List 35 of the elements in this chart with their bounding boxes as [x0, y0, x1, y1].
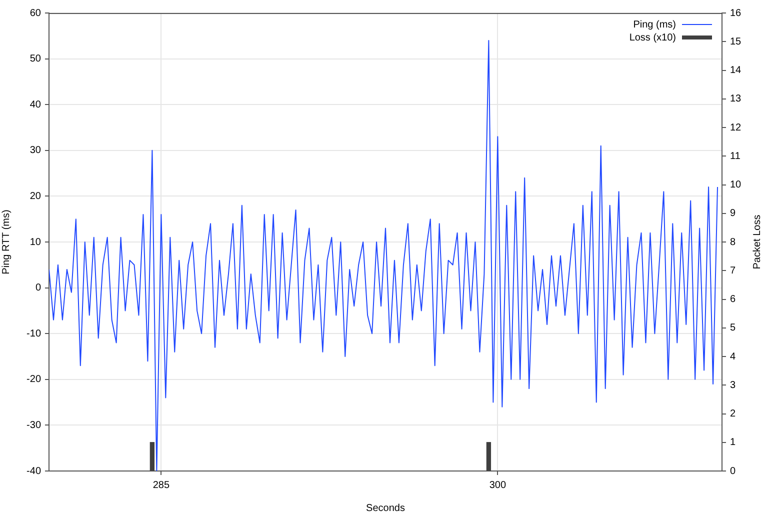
y2-tick-label: 14 [730, 65, 742, 76]
y2-tick-label: 2 [730, 408, 736, 420]
y2-tick-label: 10 [730, 180, 742, 190]
y2-tick-label: 3 [730, 380, 736, 391]
y2-tick-label: 5 [730, 322, 736, 334]
y2-tick-label: 7 [730, 265, 736, 276]
y-axis-title: Ping RTT (ms) [0, 210, 12, 274]
y2-tick-label: 8 [730, 236, 736, 248]
y-tick-label: -10 [26, 328, 42, 340]
y2-tick-label: 1 [730, 437, 736, 448]
y-tick-label: -30 [26, 420, 42, 431]
y-tick-label: 40 [30, 99, 42, 110]
y-tick-label: 0 [35, 282, 42, 294]
legend-label: Loss (x10) [629, 32, 676, 44]
y-tick-label: 10 [30, 236, 42, 248]
y2-tick-label: 11 [730, 150, 741, 162]
y-tick-label: 60 [30, 8, 42, 19]
y-tick-label: 50 [30, 54, 42, 65]
y2-tick-label: 6 [730, 294, 736, 305]
x-axis-title: Seconds [366, 502, 405, 514]
y2-tick-label: 0 [730, 466, 736, 477]
y2-axis-title: Packet Loss [752, 214, 763, 270]
y2-tick-label: 12 [730, 122, 742, 134]
x-tick-label: 285 [152, 480, 170, 491]
y2-tick-label: 4 [730, 351, 736, 362]
y2-tick-label: 15 [730, 36, 742, 48]
y-tick-label: 30 [30, 145, 42, 156]
y-tick-label: -20 [26, 374, 42, 386]
y-tick-label: 20 [30, 190, 42, 202]
y2-tick-label: 16 [730, 8, 742, 19]
y2-tick-label: 13 [730, 94, 742, 105]
legend-label: Ping (ms) [633, 19, 676, 30]
x-tick-label: 300 [489, 480, 506, 491]
y2-tick-label: 9 [730, 208, 736, 220]
y-tick-label: -40 [26, 466, 42, 477]
